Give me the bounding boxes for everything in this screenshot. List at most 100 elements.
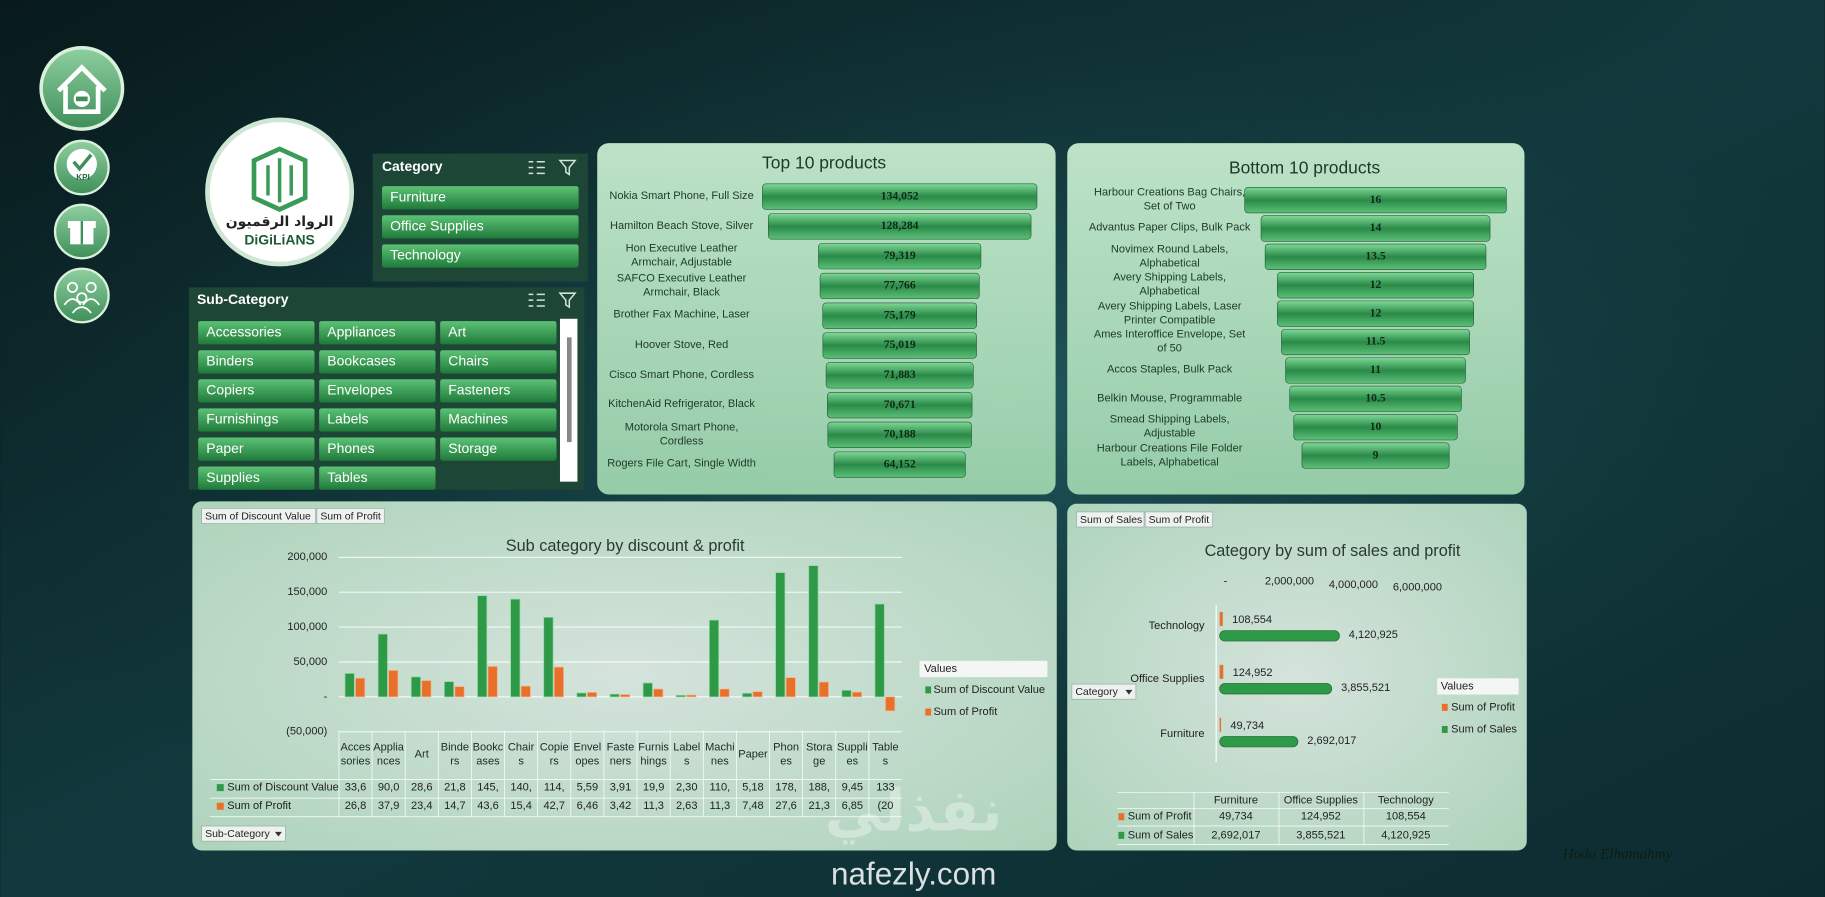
slicer-item[interactable] <box>198 379 315 403</box>
legend-swatch <box>1441 703 1448 711</box>
customers-button[interactable] <box>53 267 110 324</box>
slicer-item[interactable] <box>319 350 436 374</box>
slicer-item[interactable] <box>381 244 579 268</box>
bar <box>609 693 620 698</box>
slicer-item[interactable] <box>198 350 315 374</box>
category-label: Ames Interoffice Envelope, Set of 50 <box>1093 328 1246 355</box>
slicer-item-label: Paper <box>206 440 244 456</box>
data-label: 71,883 <box>884 368 916 381</box>
table-swatch <box>216 784 224 792</box>
x-tick-label-box: Binders <box>441 741 469 768</box>
data-label: 11 <box>1370 363 1381 376</box>
x-tick-label-box: Accessories <box>340 741 370 768</box>
data-label: 108,554 <box>1232 614 1272 626</box>
table-value: 140, <box>510 782 532 794</box>
slicer-title: Sub-Category <box>197 291 289 307</box>
scroll-thumb[interactable] <box>566 337 572 443</box>
table-header: Technology <box>1378 794 1434 806</box>
table-value: 14,7 <box>444 800 466 812</box>
slicer-item[interactable] <box>440 321 557 345</box>
bar <box>874 603 885 698</box>
slicer-item[interactable] <box>198 437 315 461</box>
field-button[interactable] <box>1071 683 1137 700</box>
slicer-item[interactable] <box>319 408 436 432</box>
slicer-item[interactable] <box>319 321 436 345</box>
table-value: 114, <box>544 782 565 794</box>
bar <box>620 694 631 698</box>
funnel-bar <box>1260 215 1491 242</box>
x-tick-label-box: Appliances <box>373 741 404 768</box>
x-tick-label-box: Chairs <box>508 741 534 768</box>
slicer-item[interactable] <box>319 379 436 403</box>
data-label: 2,692,017 <box>1307 735 1356 747</box>
slicer-item-label: Storage <box>448 440 497 456</box>
bar <box>642 682 653 698</box>
category-label-box: Avery Shipping Labels, Alphabetical <box>1113 271 1226 298</box>
funnel-bar <box>825 362 974 389</box>
data-label: 12 <box>1370 306 1382 319</box>
slicer-item[interactable] <box>198 408 315 432</box>
table-value: 3,42 <box>610 800 632 812</box>
category-label-box: Rogers File Cart, Single Width <box>607 458 756 471</box>
slicer-item[interactable] <box>440 408 557 432</box>
funnel-bar <box>822 332 977 359</box>
table-value: 5,18 <box>742 782 764 794</box>
bar <box>1219 664 1224 679</box>
bar <box>444 681 455 698</box>
slicer-item[interactable] <box>198 466 315 490</box>
products-button[interactable] <box>53 203 110 260</box>
funnel-bar <box>1301 442 1450 469</box>
bar <box>1219 611 1223 626</box>
slicer-item[interactable] <box>440 350 557 374</box>
x-tick-label: Paper <box>738 748 768 761</box>
table-swatch <box>1118 831 1125 839</box>
slicer-item[interactable] <box>319 466 436 490</box>
slicer-item[interactable] <box>381 215 579 239</box>
dropdown-arrow[interactable] <box>274 831 282 837</box>
table-value: 124,952 <box>1301 811 1341 823</box>
slicer-item[interactable] <box>440 437 557 461</box>
slicer-item[interactable] <box>440 379 557 403</box>
x-tick-label: - <box>1224 576 1228 588</box>
chart-title: Top 10 products <box>762 153 886 173</box>
slicer-item-label: Office Supplies <box>390 218 484 234</box>
kpi-button[interactable]: KPI <box>53 139 110 196</box>
category-label: Brother Fax Machine, Laser <box>613 308 750 322</box>
slicer-item-label: Technology <box>390 247 461 263</box>
slicer-item-label: Phones <box>327 440 374 456</box>
table-swatch <box>1118 813 1125 821</box>
table-value: 3,91 <box>610 782 632 794</box>
legend-label: Sum of Sales <box>1451 723 1517 735</box>
x-tick-label: Phones <box>773 741 799 768</box>
table-value: 108,554 <box>1386 811 1426 823</box>
data-label: 9 <box>1373 448 1379 461</box>
data-label: 13.5 <box>1365 250 1386 263</box>
table-swatch <box>216 802 224 810</box>
bar <box>686 694 697 698</box>
logo: الرواد الرقميون DiGiLiANS <box>205 117 355 267</box>
data-label: 3,855,521 <box>1341 682 1390 694</box>
funnel-bar <box>822 302 977 329</box>
field-button-label: Sum of Profit <box>1149 515 1210 526</box>
field-button-label: Sub-Category <box>205 829 270 840</box>
home-button[interactable] <box>39 45 125 131</box>
field-button[interactable] <box>201 825 286 842</box>
x-tick-label-box: Machines <box>705 741 735 768</box>
table-value: 7,48 <box>742 800 764 812</box>
field-button[interactable] <box>1144 511 1214 528</box>
field-button[interactable] <box>201 508 317 524</box>
y-tick-label: Office Supplies <box>1130 673 1205 685</box>
slicer-item[interactable] <box>198 321 315 345</box>
funnel-bar <box>1277 272 1474 299</box>
bar <box>377 633 388 698</box>
dropdown-arrow[interactable] <box>1125 689 1133 695</box>
slicer-item[interactable] <box>381 186 579 210</box>
field-button[interactable] <box>316 508 385 524</box>
field-button[interactable] <box>1076 511 1145 528</box>
category-label-box: SAFCO Executive Leather Armchair, Black <box>617 272 747 299</box>
slicer-item[interactable] <box>319 437 436 461</box>
x-tick-label: Machines <box>705 741 735 768</box>
slicer-icons[interactable] <box>528 159 577 309</box>
table-value: (20 <box>877 800 893 812</box>
table-value: 42,7 <box>543 800 565 812</box>
